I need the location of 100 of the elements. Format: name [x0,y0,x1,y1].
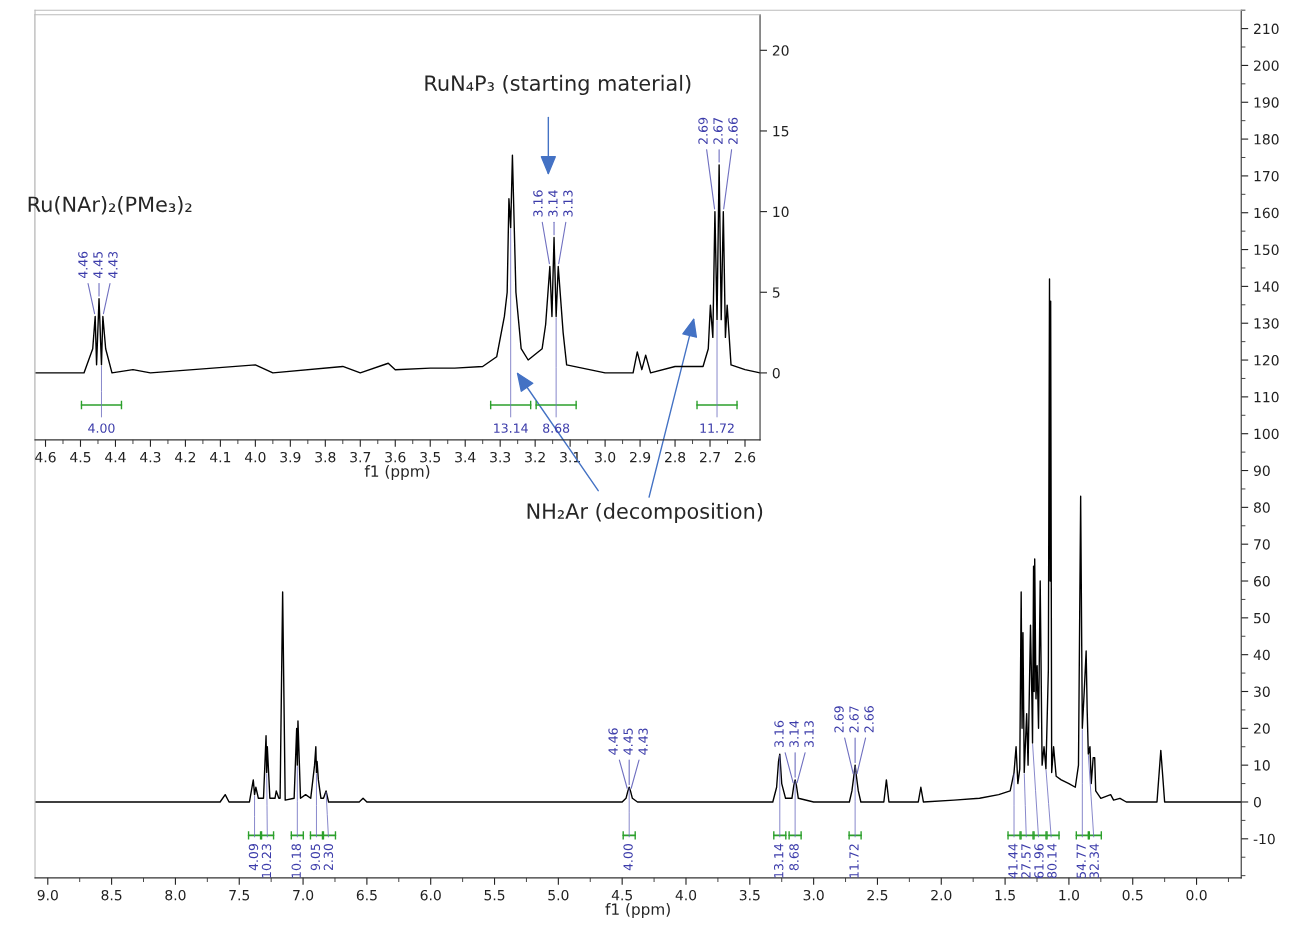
y-tick-label: 15 [773,126,789,137]
annotation: 3.13 [804,721,814,747]
x-tick-label: 1.0 [1059,889,1080,901]
x-tick-label: 3.0 [803,889,824,901]
annotation: 3.14 [789,720,799,747]
x-tick-label: 4.1 [210,452,231,463]
x-tick-label: 0.5 [1122,889,1143,901]
y-tick-label: 210 [1254,23,1279,35]
x-tick-label: 5.5 [484,890,505,901]
annotation: 11.72 [849,844,859,878]
x-tick-label: 2.0 [931,889,952,901]
annotation: 54.77 [1076,844,1086,878]
x-tick-label: 2.5 [867,889,888,901]
y-tick-label: 50 [1254,612,1270,624]
x-tick-label: 3.3 [490,451,511,463]
x-tick-label: 3.6 [385,451,406,463]
x-tick-label: 4.5 [70,452,91,463]
y-tick-label: 60 [1254,575,1270,587]
x-tick-label: 2.6 [734,451,756,463]
x-tick-label: 0.0 [1186,889,1207,901]
annotation: 4.00 [623,843,633,871]
annotation: 8.68 [789,844,799,871]
annotation: 2.69 [698,117,708,144]
annotation: 61.96 [1034,843,1044,879]
annotation: 80.14 [1047,843,1057,879]
x-tick-label: 3.8 [315,451,336,463]
y-tick-label: 20 [1254,723,1270,734]
annotation: RuN₄P₃ (starting material) [425,74,691,96]
annotation: 4.46 [78,251,88,279]
x-axis-title: f1 (ppm) [605,903,670,918]
x-tick-label: 3.7 [350,451,371,463]
annotation: 3.14 [548,190,558,217]
y-tick-label: 0 [1253,796,1261,808]
x-tick-label: 7.0 [293,889,314,901]
x-tick-label: 4.3 [140,451,161,463]
y-tick-label: 20 [772,45,789,56]
y-tick-label: 180 [1254,134,1279,145]
annotation: 10.18 [291,844,301,878]
y-tick-label: 140 [1254,281,1279,292]
annotation: 4.43 [638,728,648,755]
annotation: 9.05 [310,844,321,871]
x-axis-title: f1 (ppm) [364,465,430,480]
y-tick-label: 100 [1254,428,1279,440]
x-tick-label: 3.5 [739,889,760,901]
annotation: 2.67 [849,706,859,733]
x-tick-label: 8.5 [101,889,122,901]
annotation: 13.14 [773,843,784,878]
x-tick-label: 3.4 [455,451,476,463]
x-tick-label: 2.8 [665,451,686,463]
x-tick-label: 3.2 [525,451,545,463]
y-tick-label: 170 [1254,170,1279,182]
annotation: 2.66 [728,117,738,144]
x-tick-label: 4.6 [35,451,56,463]
y-tick-label: 120 [1254,355,1279,366]
x-tick-label: 6.5 [356,889,377,901]
x-tick-label: 3.0 [595,451,616,463]
x-tick-label: 3.5 [420,451,441,463]
x-tick-label: 2.7 [700,451,720,463]
y-tick-label: 30 [1254,686,1270,697]
annotation: 4.09 [248,844,259,871]
annotation: 3.16 [774,720,784,747]
x-tick-label: 6.0 [420,889,441,901]
x-tick-label: 4.4 [105,452,126,463]
x-tick-label: 4.2 [175,451,196,463]
x-tick-label: 7.5 [229,890,250,901]
x-tick-label: 1.5 [995,890,1015,901]
annotation: 11.72 [700,423,734,433]
y-tick-label: 190 [1254,97,1279,108]
annotation: 2.67 [713,118,723,144]
annotation: 13.14 [494,423,528,433]
annotation: 2.66 [864,706,874,733]
y-tick-label: 150 [1254,244,1279,256]
annotation: Ru(NAr)₂(PMe₃)₂ [28,196,192,215]
y-tick-label: 0 [772,367,780,379]
x-tick-label: 4.0 [244,451,266,463]
x-tick-label: 5.0 [548,889,569,901]
y-tick-label: 10 [1254,760,1270,771]
annotation: 27.57 [1021,844,1031,879]
y-tick-label: -10 [1253,833,1275,845]
x-tick-label: 4.5 [611,890,632,901]
annotation: 10.23 [261,844,272,878]
y-tick-label: 90 [1253,465,1270,477]
annotation: 2.69 [834,706,844,733]
annotation: NH₂Ar (decomposition) [527,502,763,524]
x-tick-label: 8.0 [165,889,186,901]
x-tick-label: 4.0 [675,889,697,901]
annotation: 3.13 [563,190,573,217]
x-tick-label: 9.0 [37,889,58,901]
annotation: 4.43 [108,251,118,279]
y-tick-label: 110 [1254,391,1279,403]
annotation: 32.34 [1089,843,1099,878]
y-tick-label: 5 [772,287,780,298]
y-tick-label: 10 [773,206,789,218]
y-tick-label: 200 [1254,60,1279,71]
annotation: 4.46 [608,728,618,755]
x-tick-label: 2.9 [630,451,651,463]
y-tick-label: 160 [1254,207,1279,219]
y-tick-label: 70 [1254,539,1270,550]
annotation: 4.45 [623,728,633,755]
x-tick-label: 3.9 [280,451,301,463]
